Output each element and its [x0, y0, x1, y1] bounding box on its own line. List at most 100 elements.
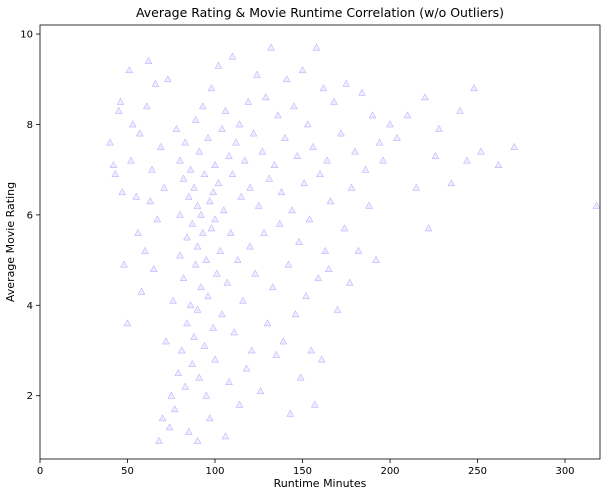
data-point — [170, 405, 179, 413]
data-point — [209, 188, 218, 196]
data-point — [267, 43, 275, 51]
data-point — [174, 368, 183, 376]
data-point — [233, 255, 242, 263]
data-point — [247, 346, 256, 354]
data-point — [249, 129, 258, 137]
data-point — [424, 224, 433, 232]
data-point — [179, 274, 188, 282]
x-tick-label: 50 — [121, 466, 134, 477]
data-point — [298, 66, 307, 74]
data-point — [190, 332, 198, 340]
data-point — [312, 43, 321, 51]
data-point — [167, 391, 176, 399]
data-point — [200, 341, 209, 349]
data-point — [254, 201, 263, 209]
data-point — [447, 179, 456, 187]
data-point — [225, 151, 233, 159]
data-point — [191, 260, 200, 268]
data-point — [412, 183, 421, 191]
data-point — [470, 84, 478, 92]
data-point — [379, 156, 387, 164]
data-point — [163, 75, 172, 83]
data-point — [186, 165, 195, 173]
data-point — [156, 142, 165, 150]
data-point — [183, 319, 191, 327]
data-point — [218, 310, 226, 318]
data-point — [184, 192, 193, 200]
data-point — [435, 124, 443, 132]
data-point — [246, 242, 254, 250]
data-point — [221, 106, 230, 114]
data-point — [191, 115, 200, 123]
data-point — [195, 373, 204, 381]
data-point — [198, 102, 207, 110]
data-point — [333, 305, 342, 313]
data-points — [106, 43, 601, 444]
data-point — [510, 142, 519, 150]
data-point — [421, 93, 429, 101]
data-point — [289, 102, 298, 110]
data-point — [324, 265, 333, 272]
data-point — [347, 183, 356, 191]
data-point — [137, 287, 146, 295]
data-point — [114, 106, 123, 114]
data-point — [251, 269, 260, 277]
y-tick-label: 10 — [20, 30, 33, 41]
data-point — [160, 183, 169, 191]
data-point — [286, 409, 295, 417]
data-point — [256, 387, 265, 395]
data-point — [235, 400, 244, 408]
data-point — [361, 165, 370, 173]
data-point — [326, 197, 335, 205]
data-point — [358, 88, 366, 96]
data-point — [288, 206, 296, 214]
data-point — [183, 233, 191, 241]
data-point — [314, 274, 323, 282]
data-point — [188, 359, 197, 367]
data-point — [386, 120, 394, 128]
data-point — [176, 251, 184, 259]
data-point — [228, 170, 237, 178]
data-point — [244, 97, 253, 105]
data-point — [118, 188, 127, 196]
data-point — [456, 106, 464, 114]
data-point — [225, 378, 233, 385]
data-point — [116, 97, 125, 105]
data-point — [144, 57, 153, 65]
data-point — [214, 61, 223, 69]
data-point — [232, 138, 240, 146]
data-point — [310, 400, 319, 408]
data-point — [219, 206, 228, 214]
data-point — [127, 156, 135, 164]
data-point — [270, 161, 279, 168]
y-tick-label: 8 — [27, 120, 33, 131]
data-point — [246, 183, 254, 191]
data-point — [375, 138, 384, 146]
x-axis: 0 50 100 150 200 250 300 — [37, 459, 575, 477]
data-point — [172, 124, 181, 132]
data-point — [365, 201, 373, 209]
chart-title: Average Rating & Movie Runtime Correlati… — [136, 5, 504, 20]
x-tick-label: 300 — [555, 466, 574, 477]
data-point — [149, 265, 158, 272]
data-point — [272, 350, 281, 358]
y-axis-label: Average Movie Rating — [4, 182, 17, 302]
data-point — [125, 66, 134, 74]
data-point — [176, 210, 184, 218]
data-point — [431, 151, 440, 159]
data-point — [268, 283, 277, 291]
data-point — [181, 138, 190, 146]
data-point — [212, 269, 221, 277]
data-point — [242, 364, 251, 372]
data-point — [263, 319, 272, 327]
data-point — [319, 84, 328, 92]
data-point — [193, 305, 202, 313]
data-point — [240, 156, 249, 164]
data-point — [132, 192, 141, 200]
data-point — [282, 75, 291, 83]
data-point — [198, 228, 207, 236]
data-point — [368, 111, 377, 119]
data-point — [403, 111, 412, 119]
data-point — [218, 124, 226, 132]
